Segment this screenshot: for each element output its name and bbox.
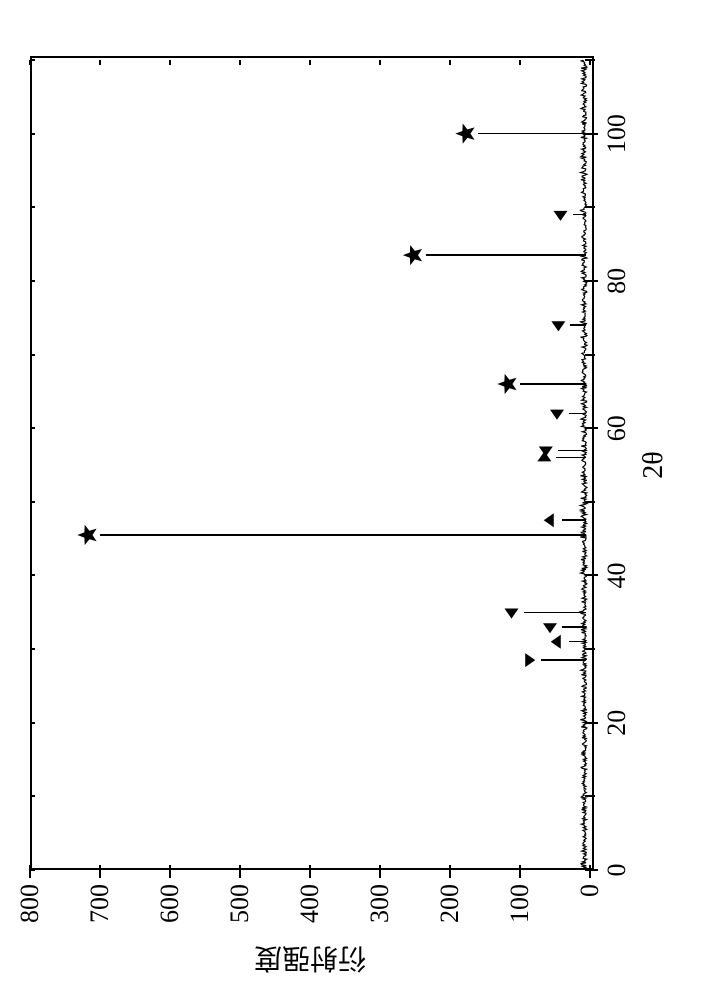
page: 0204060801000100200300400500600700800 2θ… [0,0,716,1000]
y-axis-label: 衍射强度 [254,940,366,980]
x-axis-label: 2θ [638,451,670,478]
noise-baseline [0,0,716,1000]
rotated-canvas: 0204060801000100200300400500600700800 2θ… [0,0,716,1000]
noise-path [580,60,587,870]
